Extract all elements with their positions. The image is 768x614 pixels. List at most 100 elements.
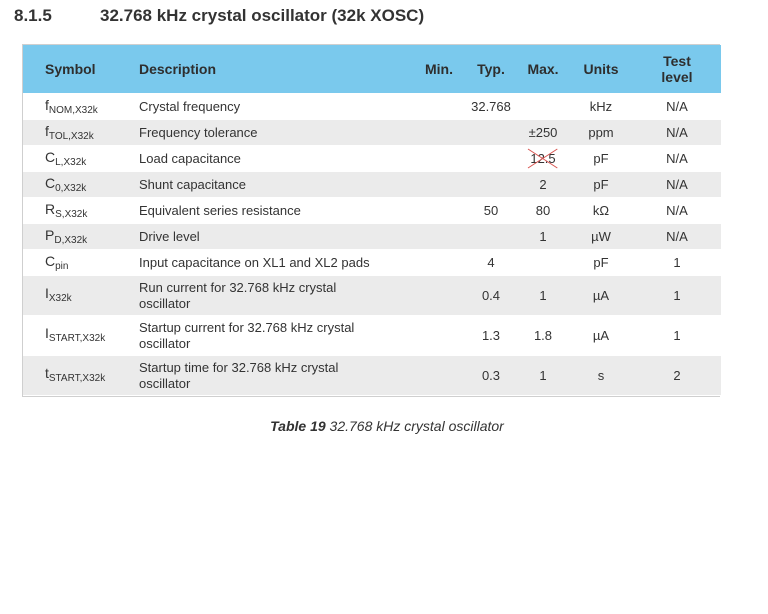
typ-cell: 0.4 <box>465 275 517 316</box>
typ-cell: 50 <box>465 197 517 224</box>
max-cell: 2 <box>517 171 569 198</box>
typ-cell <box>465 145 517 172</box>
symbol-letter: P <box>45 227 55 243</box>
struck-value: 12.5 <box>530 151 555 166</box>
header-min: Min. <box>413 45 465 94</box>
cross-out-mark-icon <box>528 149 557 168</box>
header-typ: Typ. <box>465 45 517 94</box>
symbol-letter: f <box>45 123 49 139</box>
symbol-subscript: TOL,X32k <box>48 131 94 142</box>
header-test-level: Test level <box>633 45 721 94</box>
symbol-letter: f <box>45 97 49 113</box>
description-line1: Run current for 32.768 kHz crystal <box>139 279 337 295</box>
table-caption: Table 19 32.768 kHz crystal oscillator <box>0 418 768 434</box>
test-level-cell: N/A <box>633 93 721 120</box>
symbol-letter: C <box>45 253 56 269</box>
description-cell: Drive level <box>131 223 413 250</box>
typ-cell: 1.3 <box>465 315 517 356</box>
symbol-letter: C <box>45 175 56 191</box>
typ-cell <box>465 223 517 250</box>
header-units: Units <box>569 45 633 94</box>
symbol-letter: t <box>45 364 49 381</box>
symbol-cell: tSTART,X32k <box>23 355 131 396</box>
table-row: IX32k Run current for 32.768 kHz crystal… <box>23 275 721 316</box>
min-cell <box>413 197 465 224</box>
units-cell: pF <box>569 249 633 276</box>
symbol-subscript: S,X32k <box>55 209 88 220</box>
units-cell: kHz <box>569 93 633 120</box>
description-cell: Startup current for 32.768 kHz crystal os… <box>131 315 413 356</box>
symbol-subscript: START,X32k <box>48 332 106 344</box>
min-cell <box>413 355 465 396</box>
table-row: ISTART,X32k Startup current for 32.768 k… <box>23 315 721 356</box>
table-header-row: Symbol Description Min. Typ. Max. Units … <box>23 45 721 94</box>
table-row: CL,X32k Load capacitance 12.5 pF N/A <box>23 145 721 172</box>
symbol-cell: IX32k <box>23 275 131 316</box>
header-max: Max. <box>517 45 569 94</box>
test-level-cell: 1 <box>633 315 721 356</box>
symbol-cell: Cpin <box>23 249 131 276</box>
symbol-subscript: pin <box>55 261 69 272</box>
oscillator-spec-table: Symbol Description Min. Typ. Max. Units … <box>22 44 721 397</box>
description-cell: Shunt capacitance <box>131 171 413 198</box>
typ-cell: 4 <box>465 249 517 276</box>
typ-cell: 32.768 <box>465 93 517 120</box>
units-cell: µA <box>569 275 633 316</box>
table-row: fNOM,X32k Crystal frequency 32.768 kHz N… <box>23 93 721 120</box>
symbol-letter: C <box>45 149 56 165</box>
units-cell: s <box>569 355 633 396</box>
units-cell: µA <box>569 315 633 356</box>
symbol-letter: I <box>45 324 49 341</box>
max-cell: 1 <box>517 223 569 250</box>
section-heading: 8.1.5 32.768 kHz crystal oscillator (32k … <box>14 6 424 26</box>
table-row: PD,X32k Drive level 1 µW N/A <box>23 223 721 250</box>
units-cell: µW <box>569 223 633 250</box>
symbol-cell: PD,X32k <box>23 223 131 250</box>
symbol-subscript: 0,X32k <box>55 183 87 194</box>
header-test-level-line1: Test <box>663 53 691 69</box>
symbol-subscript: X32k <box>48 292 72 304</box>
description-cell: Load capacitance <box>131 145 413 172</box>
symbol-subscript: NOM,X32k <box>48 105 98 116</box>
description-cell: Startup time for 32.768 kHz crystal oscil… <box>131 355 413 396</box>
description-line2: oscillator <box>139 375 191 391</box>
min-cell <box>413 93 465 120</box>
min-cell <box>413 275 465 316</box>
min-cell <box>413 249 465 276</box>
min-cell <box>413 315 465 356</box>
caption-label: Table 19 <box>270 418 326 434</box>
description-cell: Equivalent series resistance <box>131 197 413 224</box>
min-cell <box>413 171 465 198</box>
table-row: tSTART,X32k Startup time for 32.768 kHz … <box>23 355 721 396</box>
symbol-subscript: D,X32k <box>54 235 88 246</box>
test-level-cell: N/A <box>633 197 721 224</box>
max-cell: 12.5 <box>517 145 569 172</box>
header-description: Description <box>131 45 413 94</box>
caption-text: 32.768 kHz crystal oscillator <box>329 418 504 434</box>
typ-cell <box>465 119 517 146</box>
description-cell: Crystal frequency <box>131 93 413 120</box>
max-cell: ±250 <box>517 119 569 146</box>
symbol-cell: CL,X32k <box>23 145 131 172</box>
symbol-cell: fTOL,X32k <box>23 119 131 146</box>
test-level-cell: 2 <box>633 355 721 396</box>
typ-cell <box>465 171 517 198</box>
description-line1: Startup current for 32.768 kHz crystal <box>139 319 355 335</box>
header-symbol: Symbol <box>23 45 131 94</box>
description-cell: Input capacitance on XL1 and XL2 pads <box>131 249 413 276</box>
symbol-cell: C0,X32k <box>23 171 131 198</box>
max-cell: 1.8 <box>517 315 569 356</box>
min-cell <box>413 119 465 146</box>
table-row: RS,X32k Equivalent series resistance 50 … <box>23 197 721 224</box>
symbol-subscript: START,X32k <box>48 372 106 384</box>
test-level-cell: N/A <box>633 223 721 250</box>
min-cell <box>413 223 465 250</box>
table-row: Cpin Input capacitance on XL1 and XL2 pa… <box>23 249 721 276</box>
test-level-cell: N/A <box>633 145 721 172</box>
description-line2: oscillator <box>139 295 191 311</box>
section-title: 32.768 kHz crystal oscillator (32k XOSC) <box>100 6 425 25</box>
table-row: C0,X32k Shunt capacitance 2 pF N/A <box>23 171 721 198</box>
symbol-subscript: L,X32k <box>55 157 87 168</box>
min-cell <box>413 145 465 172</box>
description-line1: Startup time for 32.768 kHz crystal <box>139 359 339 375</box>
